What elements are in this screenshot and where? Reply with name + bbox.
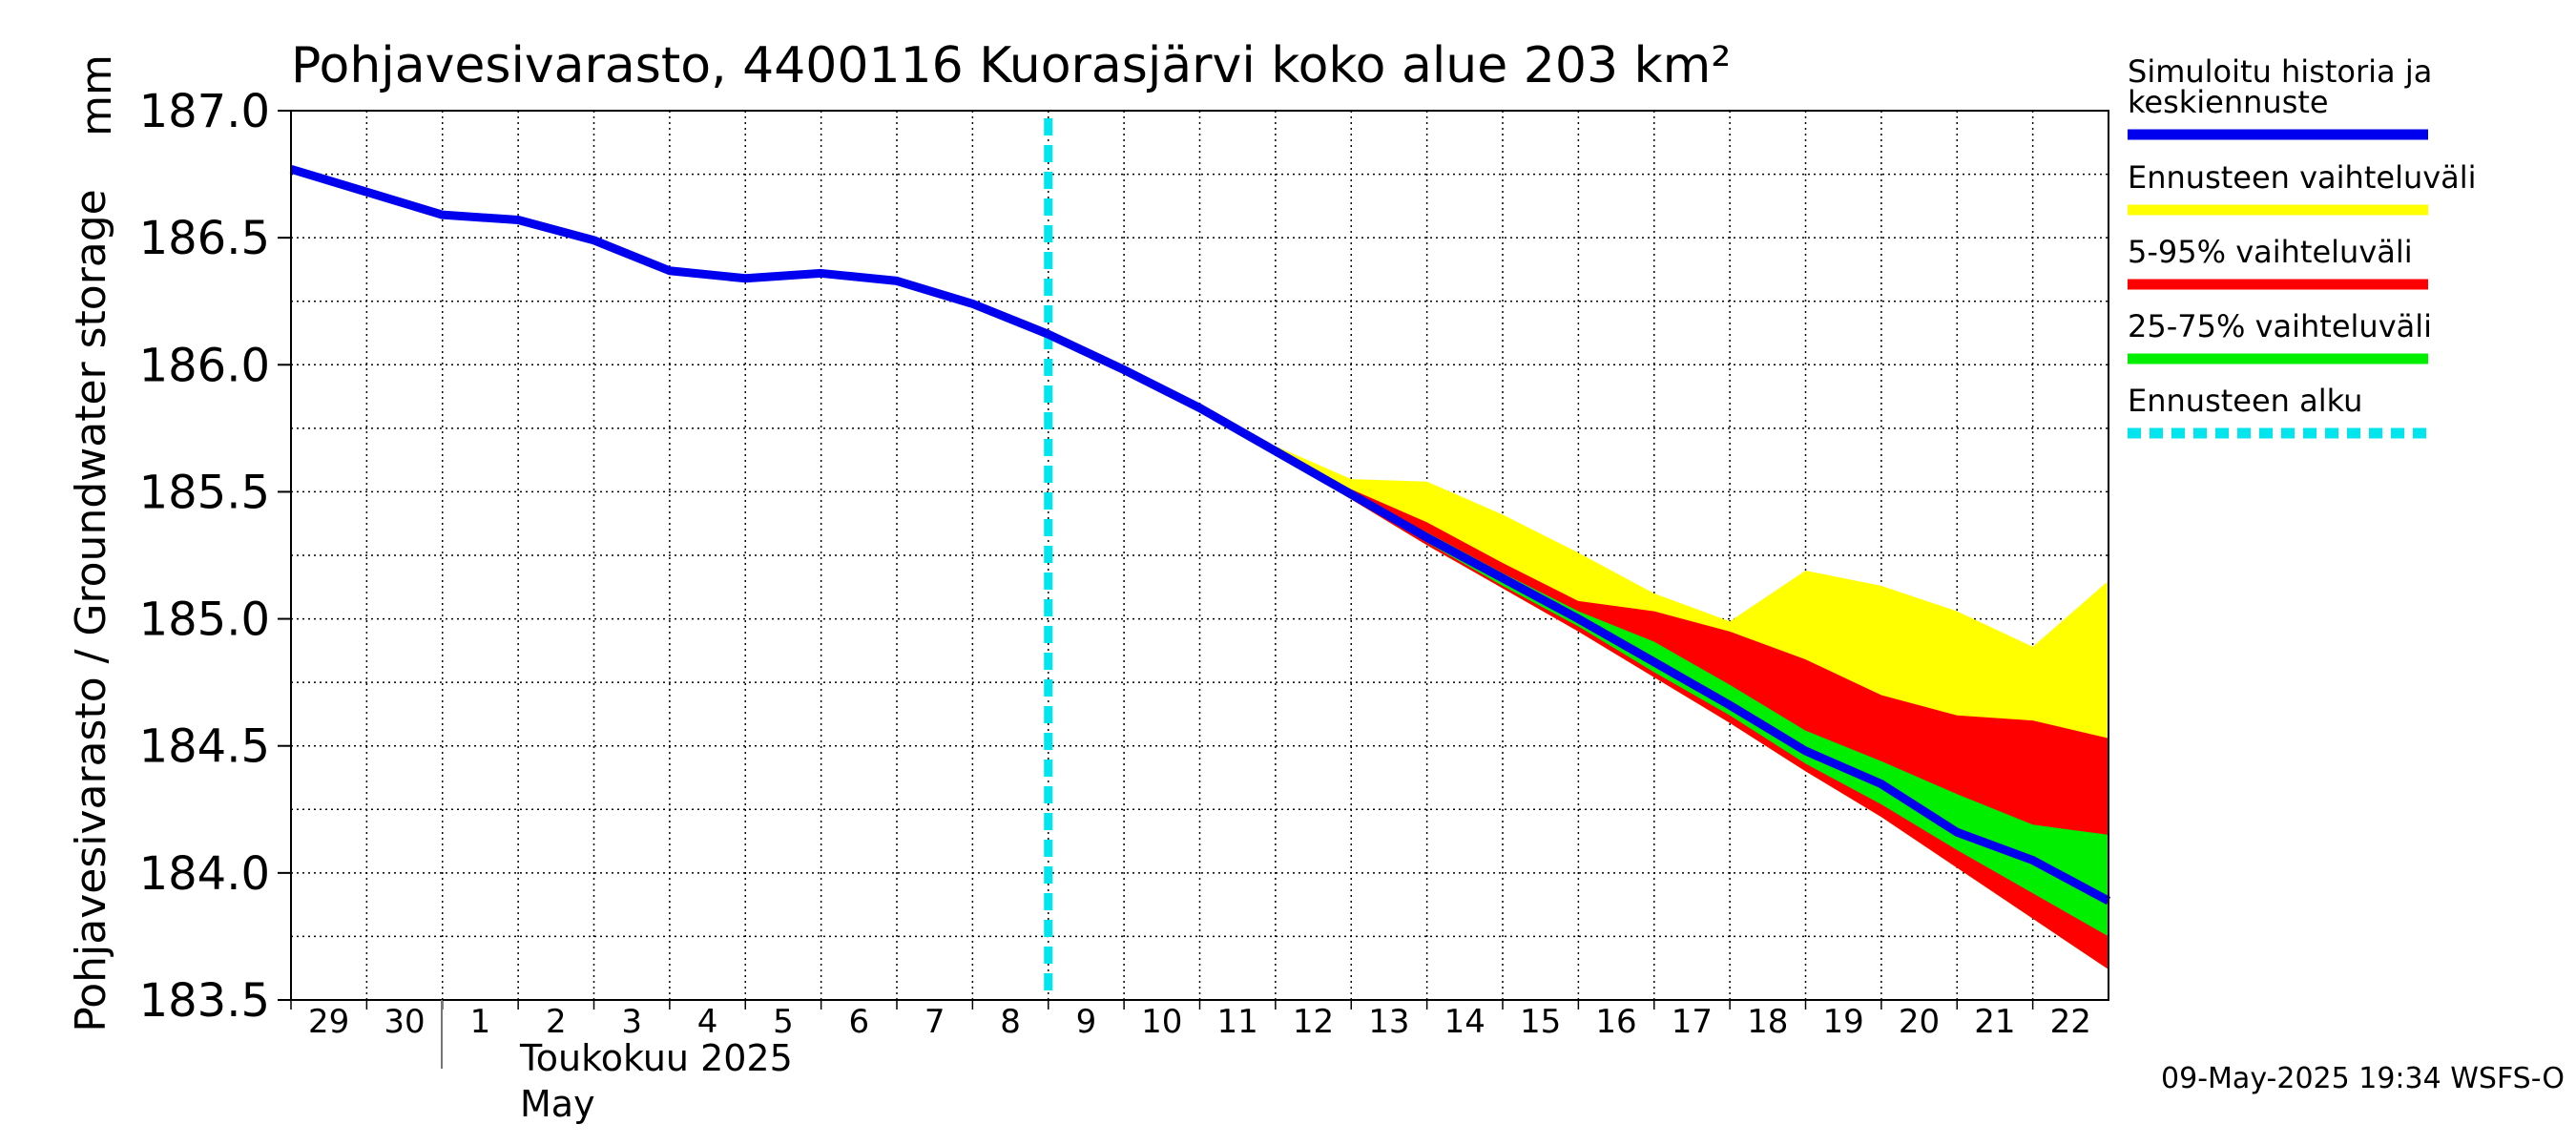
x-tick-label: 9: [1076, 1003, 1097, 1041]
x-tick-label: 16: [1595, 1003, 1636, 1041]
x-axis-month-label-en: May: [520, 1083, 595, 1125]
y-tick-label: 186.5: [139, 212, 270, 265]
legend-label: Simuloitu historia ja keskiennuste: [2128, 53, 2432, 120]
chart-title: Pohjavesivarasto, 4400116 Kuorasjärvi ko…: [291, 37, 1731, 94]
legend: Simuloitu historia ja keskiennuste Ennuste…: [2128, 53, 2477, 439]
y-axis-label: Pohjavesivarasto / Groundwater storage: [67, 189, 115, 1032]
legend-label: 5-95% vaihteluväli: [2128, 234, 2413, 270]
x-tick-label: 14: [1444, 1003, 1485, 1041]
legend-label: Ennusteen vaihteluväli: [2128, 159, 2477, 196]
y-tick-label: 184.0: [139, 847, 270, 901]
x-tick-label: 6: [848, 1003, 869, 1041]
x-tick-label: 22: [2050, 1003, 2091, 1041]
legend-label: 25-75% vaihteluväli: [2128, 308, 2432, 344]
y-tick-label: 187.0: [139, 85, 270, 138]
x-tick-label: 17: [1672, 1003, 1713, 1041]
series-line-mean: [289, 164, 2111, 906]
x-tick-label: 20: [1899, 1003, 1940, 1041]
x-tick-label: 2: [546, 1003, 567, 1041]
y-tick-label: 183.5: [139, 974, 270, 1028]
x-tick-label: 3: [621, 1003, 642, 1041]
x-tick-label: 13: [1368, 1003, 1409, 1041]
x-tick-label: 4: [697, 1003, 718, 1041]
series-layer: [289, 164, 2111, 906]
x-axis-month-label: Toukokuu 2025: [519, 1037, 793, 1079]
y-axis-ticks: 187.0 186.5 186.0 185.5 185.0 184.5 184.0 183.5: [139, 85, 291, 1028]
x-tick-label: 18: [1747, 1003, 1788, 1041]
x-tick-label: 12: [1293, 1003, 1334, 1041]
x-tick-label: 30: [384, 1003, 425, 1041]
x-tick-label: 8: [1000, 1003, 1021, 1041]
x-tick-label: 29: [308, 1003, 349, 1041]
x-tick-label: 10: [1141, 1003, 1182, 1041]
legend-label: Ennusteen alku: [2128, 383, 2362, 419]
y-tick-label: 184.5: [139, 720, 270, 774]
x-tick-label: 1: [470, 1003, 491, 1041]
y-tick-label: 185.0: [139, 593, 270, 647]
x-tick-label: 15: [1520, 1003, 1561, 1041]
x-tick-label: 11: [1217, 1003, 1258, 1041]
x-tick-label: 7: [924, 1003, 945, 1041]
y-axis-unit: mm: [73, 54, 121, 136]
x-tick-label: 19: [1823, 1003, 1864, 1041]
x-tick-label: 21: [1974, 1003, 2015, 1041]
timestamp: 09-May-2025 19:34 WSFS-O: [2161, 1062, 2565, 1095]
y-tick-label: 186.0: [139, 339, 270, 392]
x-tick-label: 5: [773, 1003, 794, 1041]
y-tick-label: 185.5: [139, 466, 270, 519]
x-axis-ticks: 29 30 1 2 3 4 5 6 7 8 9 10 11 12 13 14 15 16 17 18 19 20 21 22: [290, 1000, 2091, 1041]
